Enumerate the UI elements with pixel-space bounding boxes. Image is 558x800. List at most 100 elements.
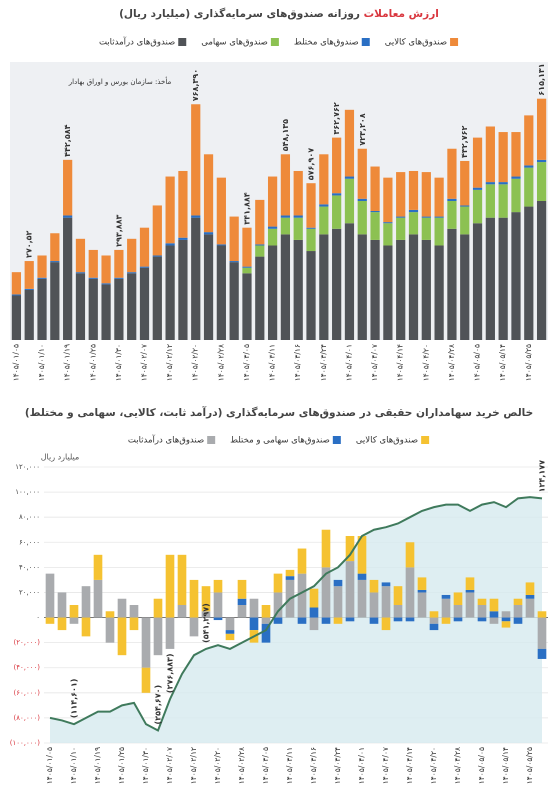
bar-segment bbox=[50, 262, 60, 340]
bar-segment bbox=[511, 178, 521, 213]
x-tick-label: ۱۴۰۵/۰۵/۱۴ bbox=[501, 747, 510, 784]
bar-segment bbox=[297, 573, 307, 618]
bar-segment bbox=[357, 201, 367, 235]
x-tick-label: ۱۴۰۵/۰۱/۱۰ bbox=[69, 747, 78, 784]
bar-segment bbox=[165, 617, 175, 649]
bar-segment bbox=[249, 617, 259, 631]
x-tick-label: ۱۴۰۵/۰۲/۲۰ bbox=[191, 344, 200, 381]
bar-segment bbox=[417, 577, 427, 590]
bar-segment bbox=[177, 605, 187, 618]
bar-segment bbox=[153, 617, 163, 656]
bar-segment bbox=[141, 617, 151, 668]
annotation: ۳۶۲,۷۶۲ bbox=[332, 102, 341, 134]
bar-segment bbox=[242, 273, 252, 340]
bar-segment bbox=[485, 184, 495, 218]
bar-segment bbox=[93, 554, 103, 580]
bar-segment bbox=[297, 617, 307, 624]
bar-segment bbox=[460, 160, 470, 206]
bar-segment bbox=[63, 215, 73, 218]
bar-segment bbox=[465, 592, 475, 618]
bar-segment bbox=[285, 569, 295, 577]
bar-segment bbox=[101, 284, 111, 340]
bar-segment bbox=[357, 573, 367, 580]
chart-title: ارزش معاملات روزانه صندوق‌های سرمایه‌گذا… bbox=[119, 7, 439, 20]
bar-segment bbox=[178, 239, 188, 340]
chart-title: خالص خرید سهامداران حقیقی در صندوق‌های س… bbox=[25, 406, 533, 419]
bar-segment bbox=[178, 170, 188, 238]
bar-segment bbox=[306, 228, 316, 252]
bar-segment bbox=[261, 617, 271, 624]
bar-segment bbox=[408, 234, 419, 340]
bar-segment bbox=[333, 586, 343, 618]
y-tick-label: (۸۰,۰۰۰) bbox=[14, 714, 41, 722]
bar-segment bbox=[267, 228, 278, 246]
bar-segment bbox=[165, 245, 175, 340]
annotation: ۵۷۶,۹۰۷ bbox=[307, 148, 316, 180]
x-tick-label: ۱۴۰۵/۰۵/۱۴ bbox=[498, 344, 507, 381]
x-tick-label: ۱۴۰۵/۰۴/۰۷ bbox=[381, 747, 390, 784]
bar-segment bbox=[11, 272, 22, 295]
bar-segment bbox=[237, 605, 247, 618]
bar-segment bbox=[127, 272, 137, 274]
bar-segment bbox=[441, 598, 451, 618]
bar-segment bbox=[201, 586, 211, 612]
bar-segment bbox=[225, 630, 235, 634]
bar-segment bbox=[267, 176, 278, 227]
bar-segment bbox=[81, 617, 91, 637]
title-text: روزانه صندوق‌های سرمایه‌گذاری (میلیارد ر… bbox=[119, 7, 360, 20]
bar-segment bbox=[189, 579, 199, 618]
y-tick-label: (۴۰,۰۰۰) bbox=[14, 664, 41, 672]
bar-segment bbox=[306, 251, 316, 340]
bar-segment bbox=[408, 170, 419, 210]
bar-segment bbox=[370, 239, 380, 340]
x-tick-label: ۱۴۰۵/۰۱/۲۵ bbox=[117, 747, 126, 784]
legend-label: صندوق‌های درآمدثابت bbox=[128, 434, 204, 446]
bar-segment bbox=[280, 154, 291, 216]
bar-segment bbox=[309, 607, 319, 618]
bar-segment bbox=[408, 212, 419, 235]
x-tick-label: ۱۴۰۵/۰۲/۲۰ bbox=[213, 747, 222, 784]
bar-segment bbox=[536, 201, 547, 340]
annotation: ۴۴۲,۵۸۴ bbox=[63, 124, 72, 156]
annotation: ۷۶۸,۳۹۰ bbox=[191, 69, 200, 101]
bar-segment bbox=[525, 594, 535, 599]
bar-segment bbox=[345, 617, 355, 622]
x-tick-label: ۱۴۰۵/۰۳/۲۴ bbox=[319, 344, 328, 381]
bar-segment bbox=[332, 137, 342, 194]
legend-swatch bbox=[332, 436, 341, 444]
bar-segment bbox=[393, 617, 403, 622]
bar-segment bbox=[105, 611, 115, 618]
bar-segment bbox=[513, 598, 523, 605]
bar-segment bbox=[139, 227, 150, 267]
bar-segment bbox=[45, 617, 55, 624]
bar-segment bbox=[189, 617, 199, 637]
bar-segment bbox=[152, 256, 162, 340]
bar-segment bbox=[88, 277, 98, 279]
bar-segment bbox=[447, 148, 457, 199]
y-tick-label: (۲۰,۰۰۰) bbox=[14, 639, 41, 647]
x-tick-label: ۱۴۰۵/۰۴/۰۷ bbox=[370, 344, 379, 381]
bar-segment bbox=[216, 245, 226, 340]
bar-segment bbox=[280, 234, 291, 340]
bar-segment bbox=[237, 579, 247, 599]
bar-segment bbox=[267, 245, 278, 340]
bar-segment bbox=[139, 267, 150, 340]
bar-segment bbox=[501, 621, 511, 628]
bar-segment bbox=[213, 617, 223, 621]
x-tick-label: ۱۴۰۵/۰۳/۱۶ bbox=[309, 747, 318, 784]
legend-swatch bbox=[207, 436, 216, 444]
bar-segment bbox=[396, 216, 406, 218]
bar-segment bbox=[405, 567, 415, 618]
bar-segment bbox=[489, 598, 499, 612]
bar-segment bbox=[345, 536, 355, 562]
bar-segment bbox=[396, 172, 406, 217]
annotation: ۷۲۳,۲۰۸ bbox=[358, 113, 367, 145]
x-tick-label: ۱۴۰۵/۰۱/۳۰ bbox=[141, 747, 150, 784]
annotation: (۱۱۴,۶۰۱) bbox=[70, 679, 79, 719]
bar-segment bbox=[249, 598, 259, 618]
bar-segment bbox=[429, 617, 439, 624]
x-tick-label: ۱۴۰۵/۰۲/۲۸ bbox=[216, 344, 225, 381]
x-tick-label: ۱۴۰۵/۰۵/۲۵ bbox=[524, 344, 533, 381]
bar-segment bbox=[332, 195, 342, 229]
bar-segment bbox=[333, 617, 343, 624]
